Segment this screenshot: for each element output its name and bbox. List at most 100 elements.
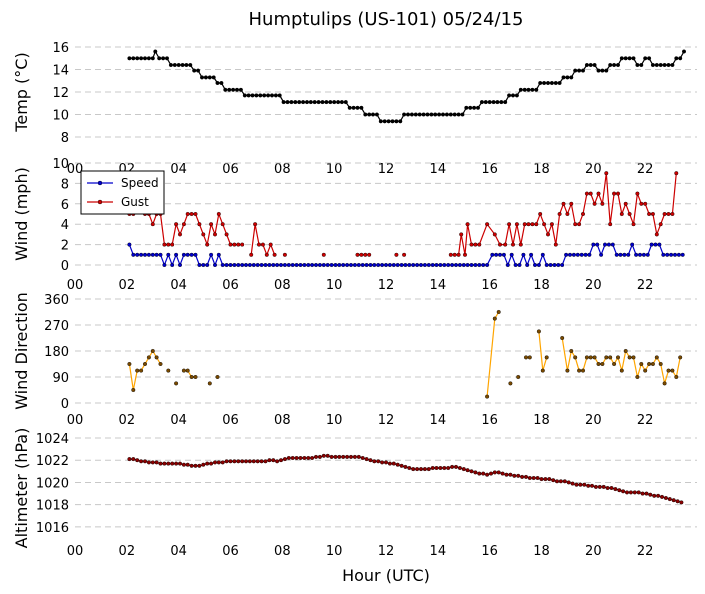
data-point [409, 112, 414, 117]
data-point [174, 381, 179, 386]
data-point [197, 222, 202, 227]
data-point [433, 112, 438, 117]
data-point [592, 63, 597, 68]
data-point [242, 93, 247, 98]
data-point [682, 49, 687, 54]
data-point [166, 242, 171, 247]
data-point [411, 467, 416, 472]
x-tick-label: 02 [119, 544, 136, 559]
data-point [314, 263, 319, 268]
data-point [492, 316, 497, 321]
data-point [505, 263, 510, 268]
data-point [612, 362, 617, 367]
data-point [621, 489, 626, 494]
data-point [676, 252, 681, 257]
data-point [367, 252, 372, 257]
data-point [666, 63, 671, 68]
data-point [302, 456, 307, 461]
data-point [583, 252, 588, 257]
data-point [273, 93, 278, 98]
data-point [430, 466, 435, 471]
data-point [232, 242, 237, 247]
data-point [564, 252, 569, 257]
data-point [457, 466, 462, 471]
data-point [584, 63, 589, 68]
data-point [356, 454, 361, 459]
data-point [670, 368, 675, 373]
data-point [196, 68, 201, 73]
data-point [526, 222, 531, 227]
data-point [609, 486, 614, 491]
data-point [643, 201, 648, 206]
data-point [627, 56, 632, 61]
y-tick-label: 360 [44, 293, 69, 308]
data-point [185, 368, 190, 373]
data-point [380, 263, 385, 268]
data-point [618, 252, 623, 257]
data-point [181, 222, 186, 227]
x-tick-label: 08 [274, 278, 291, 293]
data-point [363, 112, 368, 117]
y-tick-label: 6 [61, 198, 69, 213]
data-point [154, 355, 159, 360]
data-point [220, 263, 225, 268]
data-point [604, 355, 609, 360]
data-point [459, 232, 464, 237]
data-point [631, 222, 636, 227]
data-point [604, 171, 609, 176]
y-tick-label: 180 [44, 345, 69, 360]
data-point [189, 252, 194, 257]
data-point [341, 454, 346, 459]
data-point [321, 263, 326, 268]
data-point [588, 63, 593, 68]
data-point [267, 458, 272, 463]
data-point [553, 80, 558, 85]
x-tick-label: 06 [222, 278, 239, 293]
x-tick-label: 20 [585, 544, 602, 559]
data-point [540, 252, 545, 257]
data-point [259, 459, 264, 464]
data-point [135, 368, 140, 373]
y-tick-label: 8 [61, 177, 69, 192]
data-point [199, 75, 204, 80]
data-point [632, 490, 637, 495]
data-point [215, 375, 220, 380]
data-point [279, 458, 284, 463]
data-point [426, 263, 431, 268]
data-point [441, 112, 446, 117]
data-point [207, 75, 212, 80]
data-point [569, 349, 574, 354]
data-point [597, 484, 602, 489]
data-point [535, 476, 540, 481]
data-point [654, 355, 659, 360]
data-point [386, 119, 391, 124]
data-point [496, 470, 501, 475]
x-tick-label: 06 [222, 413, 239, 428]
data-point [507, 93, 512, 98]
data-point [674, 171, 679, 176]
data-point [286, 456, 291, 461]
data-point [566, 480, 571, 485]
data-point [601, 484, 606, 489]
data-point [511, 242, 516, 247]
data-point [263, 459, 268, 464]
x-tick-label: 10 [326, 162, 343, 177]
data-point [403, 464, 408, 469]
data-point [238, 87, 243, 92]
data-point [174, 222, 179, 227]
y-tick-label: 0 [61, 397, 69, 412]
data-point [328, 100, 333, 105]
data-point [490, 252, 495, 257]
data-point [590, 483, 595, 488]
data-point [649, 242, 654, 247]
data-point [146, 252, 151, 257]
data-point [180, 63, 185, 68]
data-point [512, 473, 517, 478]
data-point [645, 252, 650, 257]
data-point [142, 56, 147, 61]
data-point [536, 329, 541, 334]
data-point [306, 263, 311, 268]
data-point [367, 112, 372, 117]
data-point [139, 56, 144, 61]
